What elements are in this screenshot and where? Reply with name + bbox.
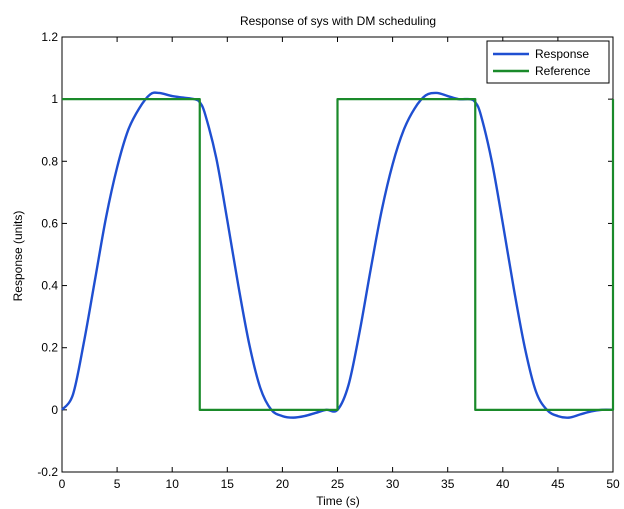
plot-area: 0 5 10 15 20 25 30 35 40 45 50-0.200.20.40.60.811.… <box>37 30 620 491</box>
x-tick-label: 20 <box>276 477 290 491</box>
chart-title: Response of sys with DM scheduling <box>240 14 436 28</box>
x-tick-label: 25 <box>331 477 345 491</box>
y-tick-label: 0.4 <box>41 279 58 293</box>
series-line-reference <box>62 98 615 411</box>
legend-label-reference: Reference <box>535 64 591 78</box>
x-tick-label: 10 <box>166 477 180 491</box>
legend-box <box>486 40 610 84</box>
legend: Response Reference <box>486 40 610 84</box>
y-tick-label: 1.2 <box>41 30 58 44</box>
axis-ticks: 0 5 10 15 20 25 30 35 40 45 50-0.200.20.40.60.811.… <box>37 30 620 491</box>
x-tick-label: 50 <box>606 477 620 491</box>
x-tick-label: 0 <box>59 477 66 491</box>
x-tick-label: 40 <box>496 477 510 491</box>
y-tick-label: 1 <box>51 92 58 106</box>
y-tick-label: 0 <box>51 403 58 417</box>
y-axis-label: Response (units) <box>11 211 25 302</box>
y-tick-label: 0.6 <box>41 216 58 230</box>
x-tick-label: 35 <box>441 477 455 491</box>
x-axis-label: Time (s) <box>316 494 360 508</box>
y-tick-label: 0.8 <box>41 154 58 168</box>
x-tick-label: 5 <box>114 477 121 491</box>
x-tick-label: 45 <box>551 477 565 491</box>
legend-label-response: Response <box>535 47 589 61</box>
y-tick-label: 0.2 <box>41 341 58 355</box>
x-tick-label: 15 <box>221 477 235 491</box>
y-tick-label: -0.2 <box>37 465 58 479</box>
x-tick-label: 30 <box>386 477 400 491</box>
series-layer <box>61 91 615 419</box>
